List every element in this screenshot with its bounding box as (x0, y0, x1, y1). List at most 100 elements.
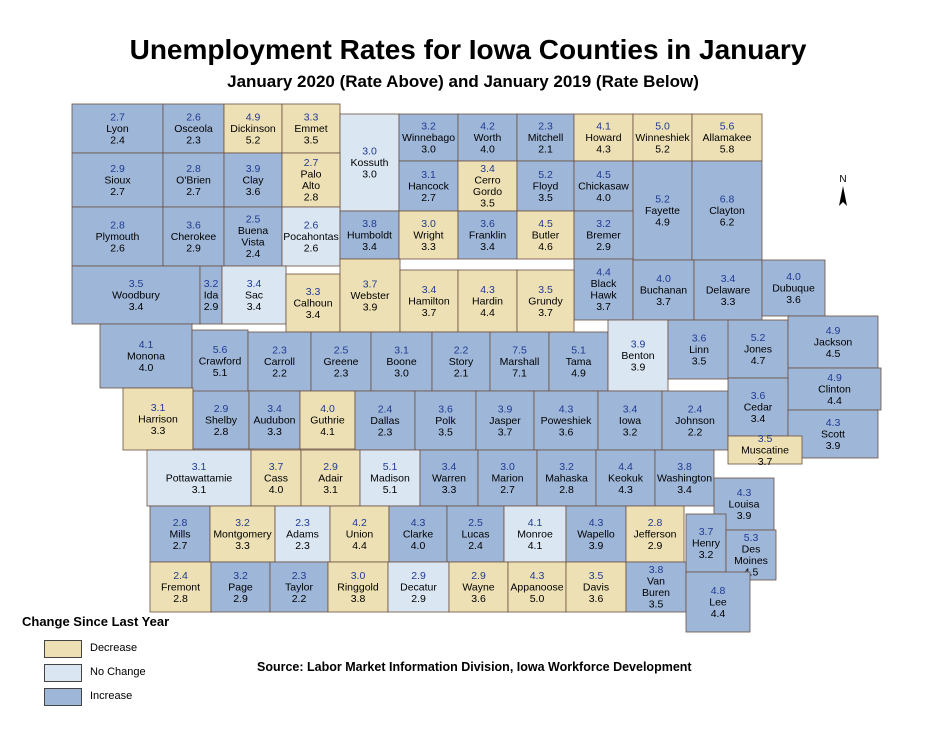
rate-2019: 4.6 (538, 241, 553, 253)
county-shape (625, 505, 685, 563)
rate-2019: 4.4 (827, 395, 842, 407)
rate-2019: 4.9 (655, 216, 670, 228)
rate-2020: 4.0 (320, 403, 335, 415)
legend-swatch-increase (44, 688, 82, 706)
county-name: Hamilton (408, 295, 450, 307)
rate-2019: 3.0 (421, 143, 436, 155)
county-name: Jefferson (634, 528, 677, 540)
rate-2020: 2.9 (214, 403, 229, 415)
rate-2019: 5.8 (720, 143, 735, 155)
rate-2020: 2.6 (304, 219, 319, 231)
rate-2019: 3.3 (421, 241, 436, 253)
county-name: Lucas (461, 528, 489, 540)
county-shape (221, 265, 287, 325)
county-name: Clay (242, 174, 264, 186)
county-shape (398, 160, 459, 212)
county-shape (71, 206, 164, 267)
county-name: Floyd (533, 180, 559, 192)
rate-2019: 3.9 (363, 301, 378, 313)
rate-2019: 2.3 (295, 540, 310, 552)
rate-2019: 3.5 (438, 426, 453, 438)
rate-2019: 2.4 (468, 540, 483, 552)
county-shape (597, 390, 663, 451)
county-name: Warren (432, 472, 466, 484)
county-name: Sioux (104, 174, 131, 186)
rate-2019: 6.2 (720, 216, 735, 228)
county-name: Grundy (528, 295, 563, 307)
rate-2020: 2.9 (110, 163, 125, 175)
rate-2020: 4.3 (411, 517, 426, 529)
county-shape (281, 103, 341, 154)
rate-2019: 3.7 (538, 307, 553, 319)
county-name: Clarke (403, 528, 434, 540)
county-shape (632, 160, 693, 261)
county-shape (457, 160, 518, 212)
county-name: Jasper (489, 415, 521, 427)
rate-2020: 2.7 (110, 111, 125, 123)
rate-2019: 2.9 (186, 242, 201, 254)
rate-2020: 2.7 (304, 157, 319, 169)
county-shape (516, 269, 575, 333)
county-name: Scott (821, 428, 845, 440)
county-shape (654, 449, 715, 507)
rate-2019: 2.3 (378, 426, 393, 438)
county-name: Hawk (590, 290, 617, 302)
county-name: Winneshiek (635, 132, 690, 144)
county-name: Shelby (205, 414, 238, 426)
source-note: Source: Labor Market Information Divisio… (257, 660, 692, 674)
rate-2019: 2.6 (304, 242, 319, 254)
north-label: N (839, 174, 846, 185)
rate-2020: 4.3 (559, 403, 574, 415)
county-name: Buren (642, 587, 670, 599)
county-name: Van (647, 576, 665, 588)
rate-2019: 4.0 (411, 540, 426, 552)
county-shape (398, 113, 459, 162)
rate-2020: 6.8 (720, 193, 735, 205)
county-name: Winnebago (402, 132, 455, 144)
rate-2020: 3.6 (186, 219, 201, 231)
county-name: Cherokee (171, 231, 217, 243)
county-name: Mills (170, 528, 191, 540)
county-name: Boone (386, 356, 417, 368)
rate-2020: 3.3 (304, 111, 319, 123)
rate-2019: 3.4 (129, 301, 144, 313)
rate-2020: 3.0 (351, 570, 366, 582)
rate-2019: 2.4 (246, 248, 261, 260)
rate-2020: 2.3 (272, 344, 287, 356)
rate-2019: 2.9 (233, 593, 248, 605)
county-name: Linn (689, 344, 709, 356)
rate-2020: 4.2 (352, 517, 367, 529)
rate-2019: 2.7 (110, 186, 125, 198)
rate-2019: 2.3 (186, 134, 201, 146)
rate-2020: 2.3 (295, 517, 310, 529)
county-name: Pocahontas (283, 231, 338, 243)
rate-2020: 3.8 (362, 218, 377, 230)
rate-2020: 3.2 (204, 278, 219, 290)
rate-2020: 5.2 (655, 193, 670, 205)
county-shape (223, 206, 283, 267)
legend-label-decrease: Decrease (90, 642, 138, 654)
rate-2019: 2.8 (173, 593, 188, 605)
county-shape (146, 449, 252, 507)
county-shape (516, 113, 575, 162)
rate-2020: 3.4 (422, 284, 437, 296)
